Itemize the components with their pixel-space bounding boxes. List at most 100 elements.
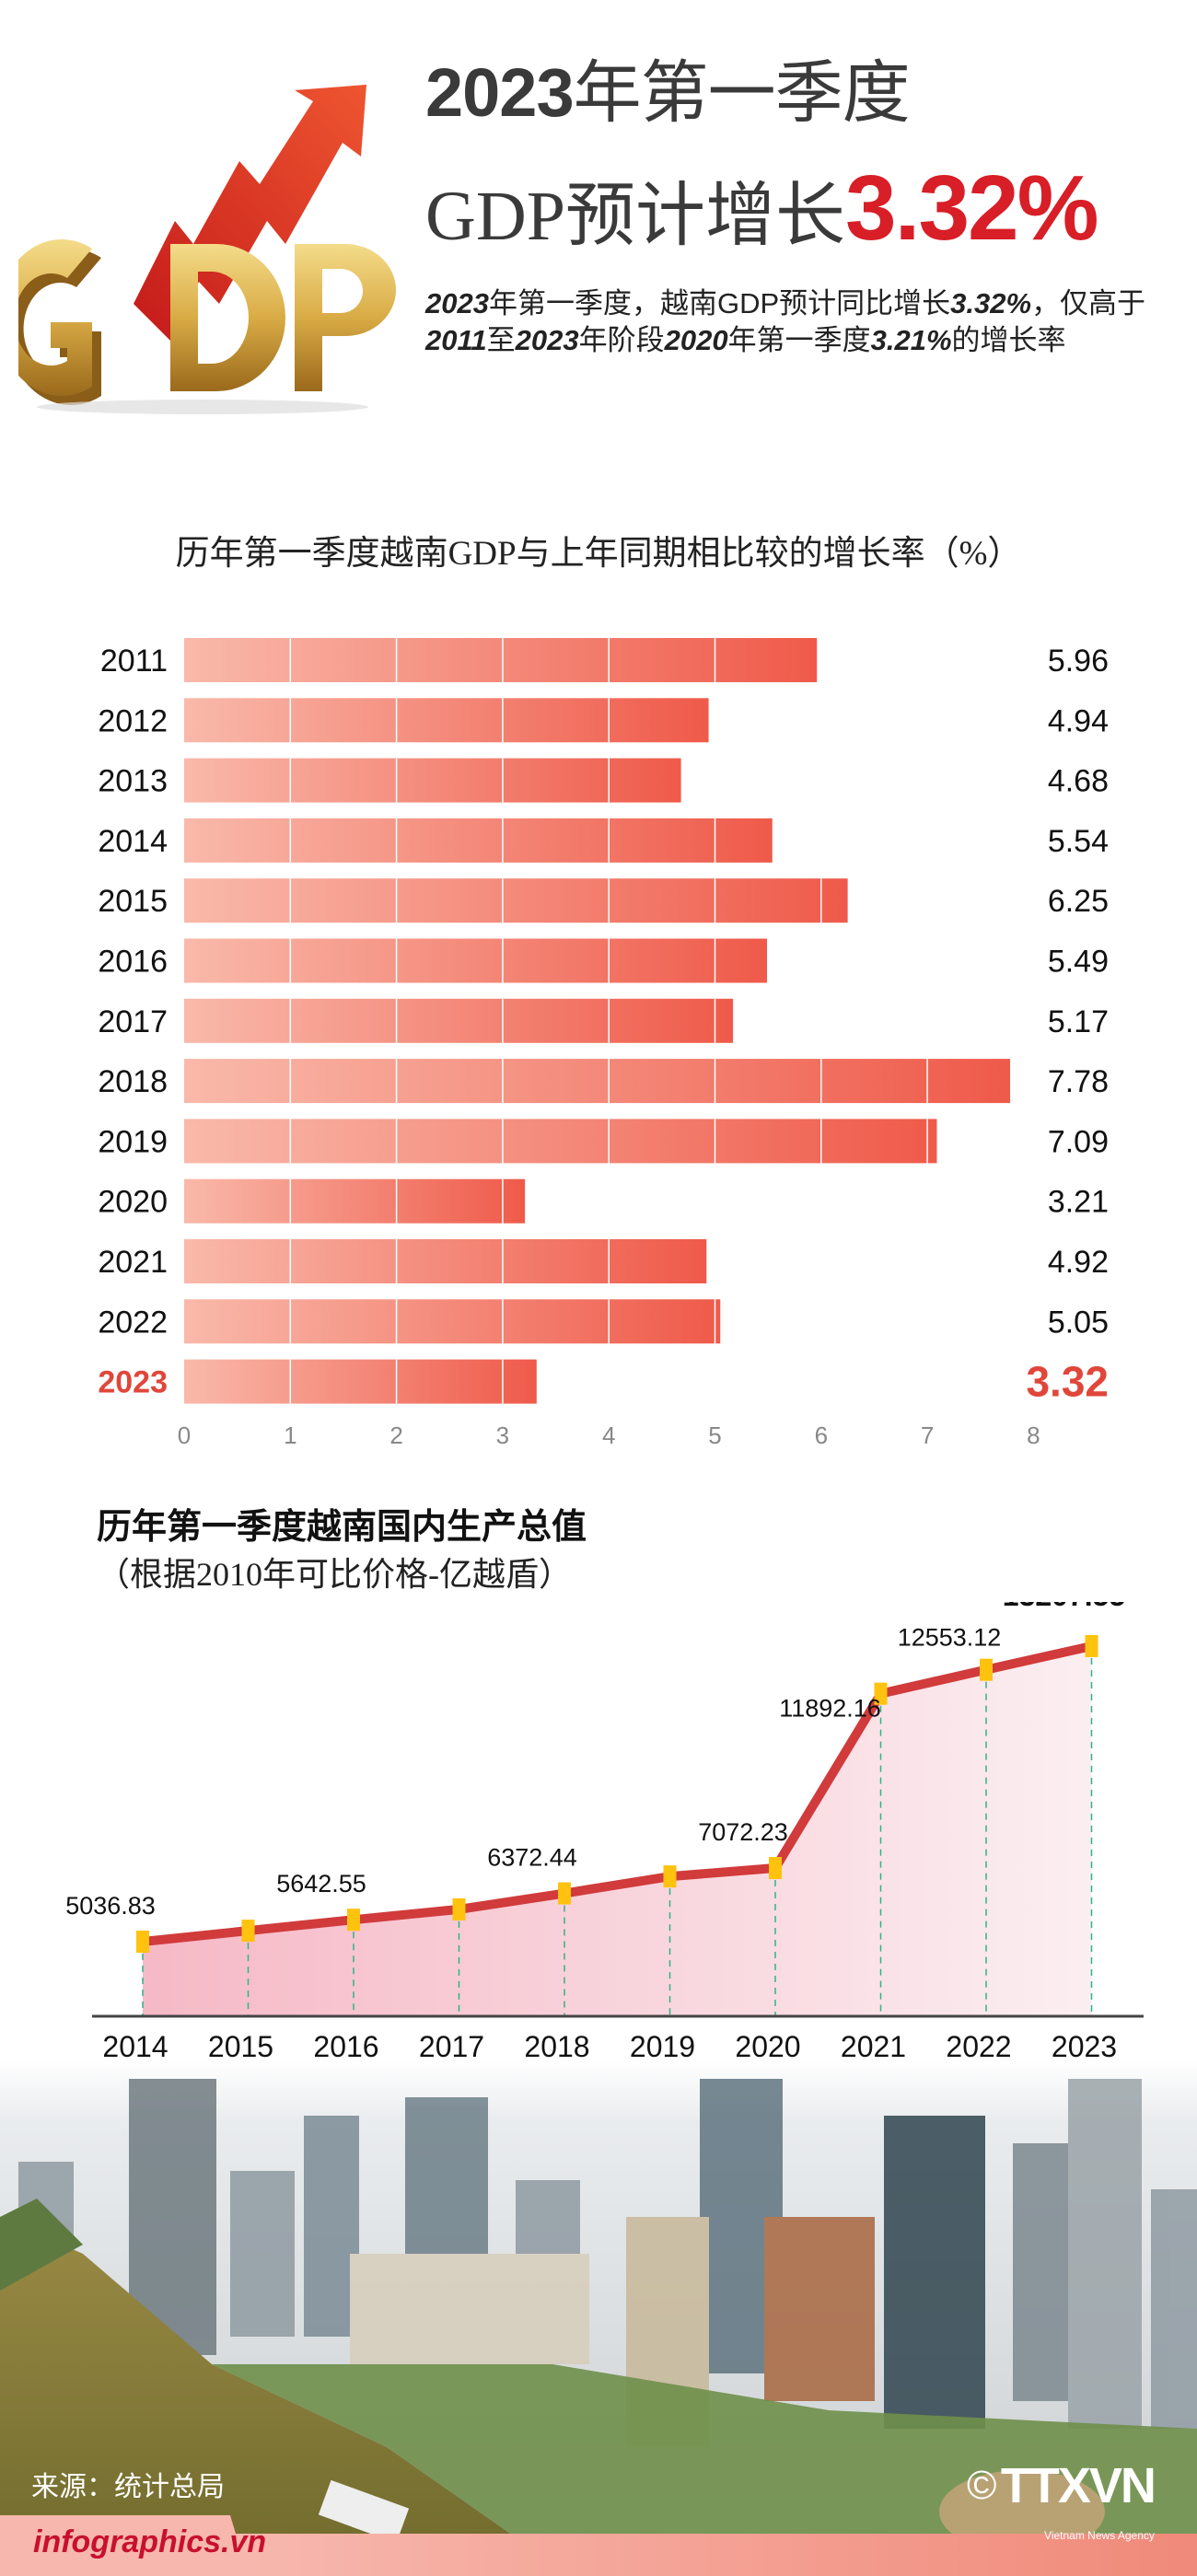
bar-value-label: 5.17	[1048, 1004, 1109, 1039]
x-tick-label: 2022	[946, 2030, 1011, 2062]
summary-run: 2011	[425, 324, 487, 356]
point-marker-2022	[980, 1658, 993, 1681]
data-label: 7072.23	[698, 1818, 788, 1846]
bar-value-label: 5.05	[1048, 1305, 1109, 1340]
data-label: 5036.83	[65, 1892, 156, 1920]
summary-run: 2023	[515, 324, 579, 356]
source-text: 来源：统计总局	[31, 2472, 225, 2502]
bar-value-label: 5.96	[1048, 644, 1109, 679]
x-tick-label: 0	[178, 1421, 191, 1449]
footer-tab	[0, 2515, 249, 2576]
page-title-line2: GDP预计增长3.32%	[425, 155, 1099, 270]
point-marker-2020	[769, 1857, 782, 1880]
point-marker-2016	[347, 1909, 360, 1932]
ttxvn-logo: © TTXVN Vietnam News Agency	[967, 2458, 1156, 2543]
bar-2018	[184, 1059, 1011, 1104]
page-title-line1: 2023年第一季度	[425, 53, 911, 133]
bar-2014	[184, 818, 773, 863]
point-marker-2015	[241, 1920, 255, 1943]
x-tick-label: 8	[1027, 1421, 1040, 1449]
x-tick-label: 2018	[524, 2030, 589, 2062]
summary-run: 年第一季度	[727, 324, 871, 356]
bar-category-label: 2019	[98, 1124, 168, 1159]
bar-value-label: 4.68	[1048, 764, 1109, 799]
logo-lettering	[18, 239, 396, 405]
bar-category-label: 2021	[98, 1245, 168, 1280]
bar-chart-title: 历年第一季度越南GDP与上年同期相比较的增长率（%）	[175, 535, 1022, 573]
bar-category-label: 2013	[98, 764, 168, 799]
bar-category-label: 2020	[98, 1185, 168, 1220]
bar-2012	[184, 698, 709, 743]
bar-2016	[184, 938, 767, 983]
title-text: GDP预计增长	[425, 178, 846, 255]
bar-value-label: 5.54	[1048, 824, 1109, 859]
headline-value: 3.32%	[845, 157, 1099, 260]
bar-value-label: 6.25	[1048, 884, 1109, 919]
point-marker-2023	[1085, 1634, 1098, 1657]
title-year: 2023	[425, 54, 575, 131]
title-rest: 年第一季度	[573, 56, 911, 132]
summary-run: 2020	[664, 324, 728, 356]
city-skyline-photo	[0, 2060, 1197, 2576]
bar-category-label: 2017	[98, 1004, 168, 1039]
bar-value-label: 4.94	[1048, 703, 1109, 738]
x-tick-label: 4	[602, 1421, 615, 1449]
x-tick-label: 2019	[630, 2030, 695, 2062]
bar-category-label: 2018	[98, 1064, 168, 1099]
x-tick-label: 2017	[419, 2030, 484, 2062]
x-tick-label: 2	[389, 1421, 402, 1449]
data-label: 11892.16	[779, 1695, 881, 1723]
summary-run: 3.21%	[870, 324, 952, 356]
x-tick-label: 2016	[313, 2030, 378, 2062]
bar-category-label: 2011	[100, 644, 168, 679]
summary-run: 2023	[425, 287, 489, 319]
x-tick-label: 5	[708, 1421, 721, 1449]
summary-run: 年阶段	[578, 324, 665, 356]
bar-2022	[184, 1299, 721, 1344]
x-tick-label: 2015	[208, 2030, 273, 2062]
bar-2011	[184, 638, 818, 682]
summary-text: 2023年第一季度，越南GDP预计同比增长3.32%，仅高于2011至2023年…	[425, 285, 1162, 359]
bar-category-label: 2015	[98, 884, 168, 919]
bar-value-label: 7.78	[1048, 1064, 1109, 1099]
summary-run: 3.32%	[950, 287, 1032, 319]
bar-2019	[184, 1119, 937, 1164]
agency-logo-text: TTXVN	[1000, 2458, 1156, 2513]
bar-category-label: 2014	[98, 824, 168, 859]
x-tick-label: 7	[921, 1421, 934, 1449]
x-tick-label: 2023	[1052, 2030, 1117, 2062]
series-line	[142, 1642, 1093, 1946]
gdp-logo	[18, 85, 396, 414]
area-chart-title: 历年第一季度越南国内生产总值	[97, 1508, 587, 1547]
bar-category-label: 2016	[98, 945, 168, 980]
point-marker-2017	[452, 1897, 466, 1920]
data-label: 13207.55	[1003, 1602, 1125, 1612]
summary-run: ，仅高于	[1031, 287, 1146, 319]
bar-value-label: 3.32	[1026, 1358, 1109, 1406]
data-label: 6372.44	[487, 1844, 577, 1872]
bar-2017	[184, 998, 734, 1043]
bar-value-label: 4.92	[1048, 1245, 1109, 1280]
x-tick-label: 2014	[102, 2030, 168, 2062]
summary-run: 的增长率	[951, 324, 1066, 356]
summary-run: 至	[486, 324, 516, 356]
x-tick-label: 3	[496, 1421, 509, 1449]
point-marker-2014	[136, 1931, 149, 1953]
bar-category-label: 2023	[98, 1365, 168, 1400]
point-marker-2021	[874, 1682, 888, 1705]
area-chart-subtitle: （根据2010年可比价格-亿越盾）	[97, 1556, 572, 1593]
bar-2023	[184, 1359, 537, 1404]
bar-2015	[184, 878, 848, 923]
summary-run: 年第一季度，越南GDP预计同比增长	[488, 287, 951, 319]
x-tick-label: 2021	[841, 2030, 906, 2062]
bar-value-label: 5.49	[1048, 945, 1109, 980]
brand-link[interactable]: infographics.vn	[33, 2524, 267, 2559]
data-label: 5642.55	[276, 1870, 366, 1897]
bar-category-label: 2012	[98, 703, 168, 738]
point-marker-2019	[663, 1865, 677, 1888]
data-label: 12553.12	[898, 1624, 1002, 1652]
x-tick-label: 1	[284, 1421, 296, 1449]
area-fill	[143, 1645, 1092, 2016]
bar-2020	[184, 1178, 526, 1224]
